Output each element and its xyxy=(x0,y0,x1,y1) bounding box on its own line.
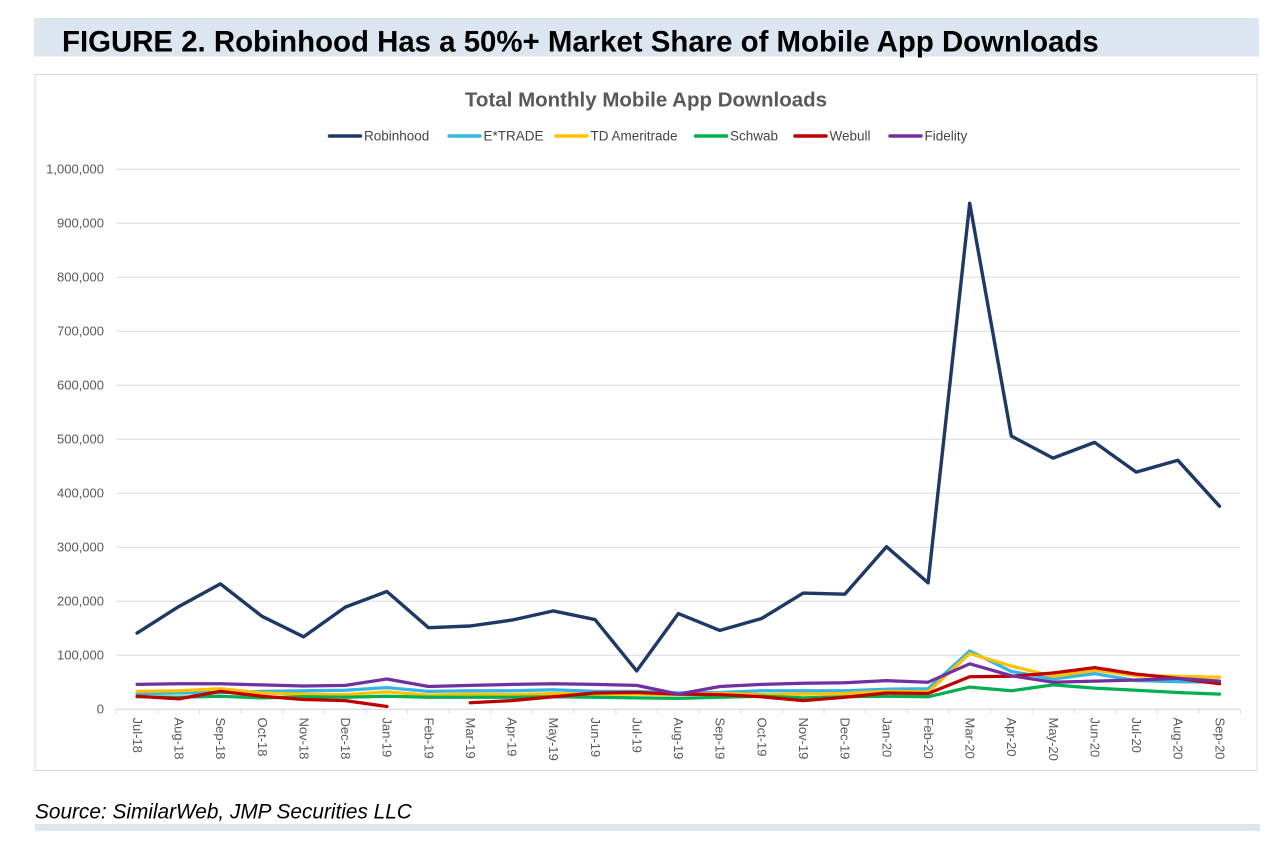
svg-text:May-20: May-20 xyxy=(1046,718,1061,761)
svg-text:Total Monthly Mobile App Downl: Total Monthly Mobile App Downloads xyxy=(465,89,827,112)
svg-text:FIGURE 2. Robinhood Has a 50%+: FIGURE 2. Robinhood Has a 50%+ Market Sh… xyxy=(62,26,1099,59)
svg-text:Apr-19: Apr-19 xyxy=(505,718,520,757)
svg-text:800,000: 800,000 xyxy=(57,270,104,285)
svg-text:700,000: 700,000 xyxy=(57,324,104,339)
svg-text:Feb-19: Feb-19 xyxy=(421,718,436,759)
svg-text:500,000: 500,000 xyxy=(57,432,104,447)
svg-text:Sep-19: Sep-19 xyxy=(713,718,728,760)
svg-text:Oct-18: Oct-18 xyxy=(255,718,270,757)
svg-text:Source: SimilarWeb, JMP Securi: Source: SimilarWeb, JMP Securities LLC xyxy=(35,801,413,824)
svg-text:300,000: 300,000 xyxy=(57,540,104,555)
svg-text:Webull: Webull xyxy=(830,129,871,144)
svg-text:1,000,000: 1,000,000 xyxy=(46,162,104,177)
svg-text:Apr-20: Apr-20 xyxy=(1004,718,1019,757)
svg-text:Jul-20: Jul-20 xyxy=(1129,718,1144,753)
svg-text:Feb-20: Feb-20 xyxy=(921,718,936,759)
svg-text:100,000: 100,000 xyxy=(57,648,104,663)
svg-text:Jul-19: Jul-19 xyxy=(630,718,645,753)
svg-text:Fidelity: Fidelity xyxy=(925,129,968,144)
svg-text:200,000: 200,000 xyxy=(57,594,104,609)
svg-text:Dec-19: Dec-19 xyxy=(838,718,853,760)
svg-text:Jul-18: Jul-18 xyxy=(130,718,145,753)
svg-text:600,000: 600,000 xyxy=(57,378,104,393)
svg-text:Dec-18: Dec-18 xyxy=(338,718,353,760)
svg-text:900,000: 900,000 xyxy=(57,216,104,231)
svg-text:0: 0 xyxy=(97,702,104,717)
svg-text:E*TRADE: E*TRADE xyxy=(484,129,544,144)
svg-text:Mar-20: Mar-20 xyxy=(963,718,978,759)
svg-text:May-19: May-19 xyxy=(546,718,561,761)
svg-text:Aug-20: Aug-20 xyxy=(1171,718,1186,760)
svg-text:Jun-19: Jun-19 xyxy=(588,718,603,758)
svg-text:400,000: 400,000 xyxy=(57,486,104,501)
svg-text:TD Ameritrade: TD Ameritrade xyxy=(591,129,678,144)
svg-text:Oct-19: Oct-19 xyxy=(754,718,769,757)
svg-text:Sep-20: Sep-20 xyxy=(1212,718,1227,760)
svg-text:Mar-19: Mar-19 xyxy=(463,718,478,759)
svg-text:Jan-19: Jan-19 xyxy=(380,718,395,758)
svg-text:Schwab: Schwab xyxy=(730,129,778,144)
svg-text:Robinhood: Robinhood xyxy=(364,129,429,144)
svg-text:Jan-20: Jan-20 xyxy=(879,718,894,758)
svg-text:Sep-18: Sep-18 xyxy=(213,718,228,760)
svg-text:Nov-19: Nov-19 xyxy=(796,718,811,760)
svg-text:Aug-18: Aug-18 xyxy=(172,718,187,760)
svg-text:Jun-20: Jun-20 xyxy=(1087,718,1102,758)
svg-text:Aug-19: Aug-19 xyxy=(671,718,686,760)
svg-text:Nov-18: Nov-18 xyxy=(296,718,311,760)
